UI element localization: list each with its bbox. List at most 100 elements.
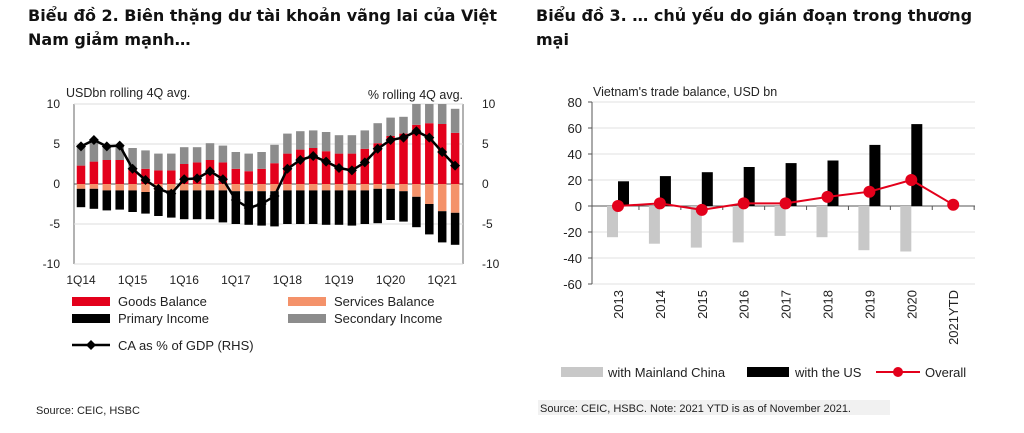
overall-point [695,203,708,216]
overall-point [905,174,918,186]
ca-point [282,163,293,174]
x-tick-label: 2021YTD [946,290,961,345]
overall-point [653,197,666,210]
us-bar [869,144,881,206]
primary-bar [450,212,460,245]
services-bar [167,184,176,191]
x-tick-label: 2018 [821,290,836,319]
overall-point [737,197,750,210]
primary-bar [205,190,215,220]
us-bar [743,167,755,206]
overall-point [612,200,624,212]
services-bar [283,184,292,191]
primary-bar [425,204,434,235]
primary-bar [347,190,357,226]
legend-label: Overall [925,365,966,380]
primary-bar [437,211,447,243]
ca-point [88,135,99,145]
china-bar [858,206,870,251]
primary-bar [102,190,112,211]
goods-bar [89,161,99,184]
legend-marker [86,340,96,350]
legend-swatch [72,314,110,323]
primary-bar [76,188,86,208]
left-chart-title: Biểu đồ 2. Biên thặng dư tài khoản vãng … [28,6,498,49]
left-source: Source: CEIC, HSBC [36,405,140,417]
primary-bar [399,191,408,222]
x-tick-label: 1Q18 [273,273,303,287]
legend-label: Services Balance [334,294,434,309]
goods-bar [192,162,202,184]
ca-point [411,126,422,137]
services-bar [218,184,228,191]
y-tick-label: 80 [568,95,582,110]
goods-bar [399,133,408,184]
secondary-bar [399,116,408,134]
primary-bar [141,192,150,214]
x-tick-label: 2017 [779,290,794,319]
y-tick-label: -20 [563,225,582,240]
secondary-bar [386,117,395,136]
ca-point [269,191,280,201]
services-bar [450,184,460,213]
services-bar [179,184,189,191]
ca-point [424,132,435,143]
services-bar [257,184,266,192]
y-tick-label: -40 [563,251,582,266]
us-bar [659,176,671,206]
secondary-bar [334,135,344,154]
secondary-bar [205,143,215,160]
secondary-bar [192,147,202,163]
overall-point [821,190,834,203]
goods-bar [218,162,228,184]
services-bar [141,184,150,192]
ca-point [321,156,332,167]
legend-label: Secondary Income [334,311,442,326]
services-bar [360,184,370,191]
secondary-bar [231,152,241,169]
primary-bar [283,190,292,224]
services-bar [102,184,112,191]
primary-bar [308,190,318,224]
secondary-bar [347,135,357,154]
x-tick-label: 1Q17 [221,273,251,287]
primary-bar [270,191,279,227]
right-y-tick: 0 [482,177,489,191]
services-bar [231,184,241,192]
services-bar [192,184,202,191]
legend-label: Primary Income [118,311,209,326]
secondary-bar [154,153,163,171]
x-tick-label: 2019 [862,290,877,319]
china-bar [816,206,828,238]
left-y-tick: 0 [53,177,60,191]
services-bar [89,184,99,189]
ca-point [101,141,112,152]
primary-bar [115,190,124,210]
ca-point [334,163,344,173]
primary-bar [128,190,137,212]
ca-point [192,173,203,184]
ca-point [295,155,306,165]
right-ylabel: % rolling 4Q avg. [368,88,463,102]
ca-point [385,135,396,145]
primary-bar [154,190,163,216]
left-ylabel: USDbn rolling 4Q avg. [66,86,190,100]
primary-bar [167,190,176,218]
x-tick-label: 1Q14 [66,273,96,287]
services-bar [437,184,447,212]
right-chart-subtitle: Vietnam's trade balance, USD bn [593,85,777,99]
y-tick-label: -60 [563,277,582,292]
source-bg [538,400,890,415]
goods-bar [270,163,279,184]
china-bar [607,206,618,238]
services-bar [244,184,253,192]
overall-point [863,185,876,198]
china-bar [900,206,912,252]
services-bar [128,184,137,191]
secondary-bar [412,104,421,125]
china-bar [648,206,660,244]
ca-point [359,157,370,168]
services-bar [425,184,434,204]
primary-bar [334,190,344,225]
